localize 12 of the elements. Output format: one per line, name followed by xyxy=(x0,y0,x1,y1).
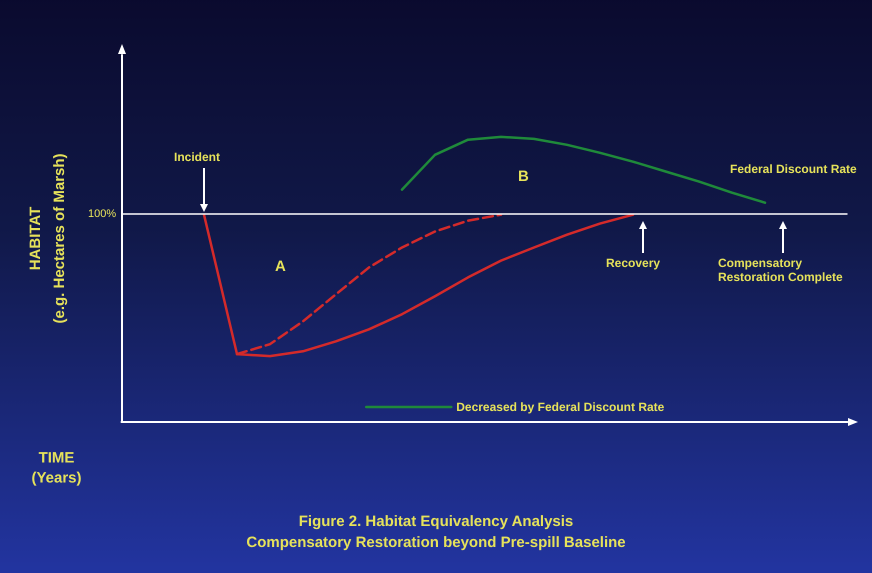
x-axis-title: TIME (Years) xyxy=(31,450,82,486)
annotation: Recovery xyxy=(606,256,662,270)
annotation: Federal Discount Rate xyxy=(730,162,858,176)
annotation: Incident xyxy=(174,150,222,164)
text: Decreased by Federal Discount Rate xyxy=(456,400,665,414)
text: Compensatory Restoration beyond Pre-spill Baseline xyxy=(246,534,626,551)
y-axis-title: HABITAT (e.g. Hectares of Marsh) xyxy=(27,153,68,324)
annotation: Compensatory Restoration Complete xyxy=(718,256,844,285)
text: 100% xyxy=(88,208,118,222)
text: Figure 2. Habitat Equivalency Analysis xyxy=(298,513,574,530)
annotation: B xyxy=(518,168,530,186)
annotation: A xyxy=(275,258,287,276)
